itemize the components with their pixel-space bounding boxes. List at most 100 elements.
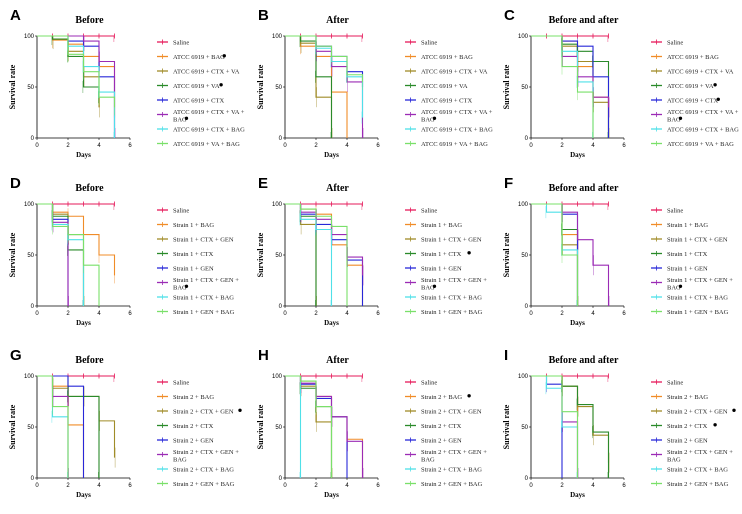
- legend-label: Saline: [173, 39, 189, 46]
- x-tick-label: 0: [529, 483, 533, 489]
- series-line-6: [531, 375, 579, 478]
- x-tick-label: 6: [376, 143, 380, 149]
- legend-label: Strain 1 + CTX + GEN + BAG: [421, 277, 487, 292]
- series-line-5: [37, 35, 116, 138]
- x-tick-label: 6: [128, 311, 132, 317]
- legend-label: Strain 2 + CTX: [667, 423, 708, 430]
- legend-label: ATCC 6919 + CTX: [667, 97, 718, 104]
- legend-label: Strain 1 + GEN + BAG: [667, 309, 729, 316]
- legend-label: ATCC 6919 + VA: [173, 83, 220, 90]
- x-tick-label: 2: [66, 483, 70, 489]
- panel-title: After: [326, 15, 349, 26]
- x-tick-label: 6: [128, 143, 132, 149]
- y-tick-label: 50: [27, 425, 34, 431]
- x-axis-title: Days: [76, 319, 91, 327]
- y-tick-label: 0: [31, 304, 35, 310]
- series-line-6: [285, 375, 302, 478]
- panel-title: Before and after: [549, 355, 619, 366]
- legend-label: Strain 1 + CTX: [173, 251, 214, 258]
- legend-label: ATCC 6919 + CTX + VA + BAG: [173, 109, 245, 124]
- y-axis-title: Survival rate: [256, 64, 265, 109]
- legend-label: Strain 2 + CTX + BAG: [667, 466, 728, 473]
- panel-label: I: [504, 347, 508, 364]
- legend-label: Strain 1 + CTX + GEN + BAG: [667, 277, 733, 292]
- legend-label: ATCC 6919 + CTX + BAG: [421, 126, 493, 133]
- x-tick-label: 4: [591, 311, 595, 317]
- x-axis-title: Days: [570, 491, 585, 499]
- significance-marker: [467, 251, 471, 255]
- panel-title: Before: [75, 15, 104, 26]
- legend-label: ATCC 6919 + VA: [421, 83, 468, 90]
- x-tick-label: 0: [35, 311, 39, 317]
- x-tick-label: 4: [345, 311, 349, 317]
- significance-marker: [238, 408, 242, 412]
- legend-label: ATCC 6919 + CTX + VA: [667, 68, 734, 75]
- x-tick-label: 0: [283, 143, 287, 149]
- significance-marker: [222, 54, 226, 58]
- panel-label: D: [10, 175, 21, 192]
- x-axis-title: Days: [324, 151, 339, 159]
- series-line-2: [37, 375, 116, 458]
- y-tick-label: 0: [31, 136, 35, 142]
- legend-label: ATCC 6919 + CTX + VA + BAG: [667, 109, 739, 124]
- y-tick-label: 50: [27, 85, 34, 91]
- y-axis-title: Survival rate: [502, 232, 511, 277]
- legend-label: Saline: [173, 379, 189, 386]
- y-tick-label: 100: [518, 202, 529, 208]
- series-line-2: [285, 375, 333, 478]
- y-axis-title: Survival rate: [502, 64, 511, 109]
- legend-label: Strain 1 + CTX + GEN: [667, 236, 728, 243]
- x-tick-label: 2: [314, 483, 318, 489]
- series-line-1: [285, 375, 364, 478]
- legend-label: Strain 2 + CTX + BAG: [421, 466, 482, 473]
- legend-label: ATCC 6919 + CTX + VA: [173, 68, 240, 75]
- x-tick-label: 4: [345, 483, 349, 489]
- panel-title: Before: [75, 183, 104, 194]
- x-tick-label: 6: [128, 483, 132, 489]
- series-line-1: [37, 375, 85, 478]
- significance-marker: [678, 116, 683, 121]
- legend-label: Strain 1 + GEN: [173, 265, 214, 272]
- legend-label: ATCC 6919 + CTX + VA + BAG: [421, 109, 493, 124]
- y-tick-label: 0: [525, 304, 529, 310]
- x-tick-label: 2: [560, 483, 564, 489]
- y-tick-label: 0: [525, 476, 529, 482]
- y-axis-title: Survival rate: [256, 404, 265, 449]
- y-tick-label: 50: [275, 253, 282, 259]
- y-axis-title: Survival rate: [502, 404, 511, 449]
- y-tick-label: 0: [279, 476, 283, 482]
- y-tick-label: 50: [521, 253, 528, 259]
- y-axis-title: Survival rate: [8, 404, 17, 449]
- panel-a: A Before 0 50 100 0 2 4 6 Days Survival rate Saline…: [8, 7, 245, 159]
- x-axis-title: Days: [324, 491, 339, 499]
- significance-marker: [716, 97, 720, 102]
- y-tick-label: 100: [272, 202, 283, 208]
- legend-label: Strain 1 + CTX + BAG: [421, 294, 482, 301]
- y-tick-label: 50: [521, 425, 528, 431]
- panel-title: Before and after: [549, 15, 619, 26]
- legend-label: Strain 1 + GEN: [667, 265, 708, 272]
- panel-label: A: [10, 7, 21, 24]
- x-axis-title: Days: [76, 491, 91, 499]
- panel-i: I Before and after 0 50 100 0 2 4 6 Days Survival …: [502, 347, 736, 499]
- x-tick-label: 4: [591, 483, 595, 489]
- y-tick-label: 50: [521, 85, 528, 91]
- panel-title: After: [326, 183, 349, 194]
- panel-label: H: [258, 347, 269, 364]
- x-tick-label: 6: [622, 143, 626, 149]
- legend-label: Saline: [667, 39, 683, 46]
- panel-h: H After 0 50 100 0 2 4 6 Days Survival rate Saline S…: [256, 347, 487, 499]
- panel-title: Before: [75, 355, 104, 366]
- legend-label: ATCC 6919 + BAG: [421, 54, 473, 61]
- legend-label: Saline: [667, 207, 683, 214]
- x-axis-title: Days: [76, 151, 91, 159]
- legend-label: Strain 2 + GEN: [173, 437, 214, 444]
- legend-label: Strain 2 + BAG: [173, 394, 214, 401]
- legend-label: ATCC 6919 + BAG: [667, 54, 719, 61]
- y-tick-label: 50: [275, 85, 282, 91]
- y-tick-label: 50: [275, 425, 282, 431]
- legend-label: Strain 1 + CTX: [667, 251, 708, 258]
- legend-label: ATCC 6919 + CTX + BAG: [173, 126, 245, 133]
- x-axis-title: Days: [570, 151, 585, 159]
